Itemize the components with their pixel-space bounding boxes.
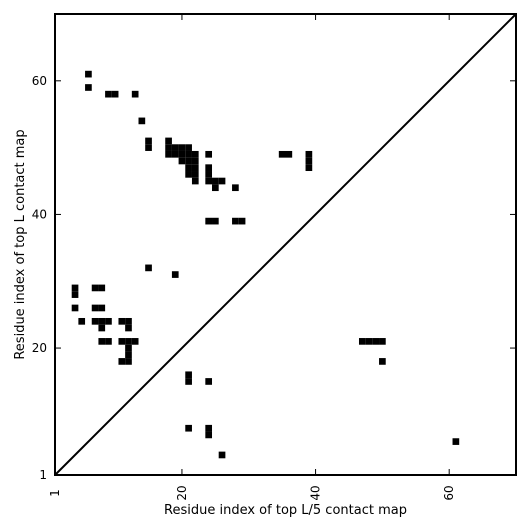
- contact-point: [125, 344, 132, 352]
- contact-point: [71, 291, 79, 298]
- y-tick-label: 40: [32, 207, 47, 221]
- contact-point: [98, 304, 106, 312]
- contact-point: [379, 358, 386, 365]
- contact-point: [178, 150, 186, 158]
- contact-point: [185, 150, 192, 158]
- contact-point: [305, 164, 313, 172]
- contact-point: [185, 164, 192, 172]
- contact-point: [98, 324, 106, 332]
- x-axis-label: Residue index of top L/5 contact map: [164, 503, 407, 518]
- contact-point: [111, 90, 119, 98]
- contact-point: [191, 164, 199, 172]
- plot-frame: [54, 13, 517, 476]
- contact-point: [91, 284, 99, 292]
- contact-point: [212, 184, 219, 192]
- contact-point: [105, 317, 112, 325]
- contact-point: [191, 171, 199, 178]
- y-axis-ticks: 1 20 40 60: [32, 74, 516, 482]
- contact-point: [305, 150, 313, 158]
- contact-point: [185, 371, 192, 379]
- y-tick-label: 1: [39, 468, 47, 482]
- contact-point: [165, 150, 172, 158]
- contact-point: [191, 177, 199, 185]
- contact-point: [205, 378, 213, 385]
- contact-point: [138, 117, 146, 125]
- contact-point: [145, 144, 152, 151]
- contact-point: [218, 451, 226, 459]
- contact-point: [171, 150, 179, 158]
- contact-point: [118, 338, 126, 345]
- contact-point: [125, 324, 132, 332]
- contact-point: [185, 378, 192, 385]
- contact-point: [232, 217, 239, 225]
- contact-point: [205, 424, 213, 432]
- contact-point: [105, 90, 112, 98]
- contact-point: [205, 171, 213, 178]
- contact-point: [171, 144, 179, 151]
- contact-point: [91, 304, 99, 312]
- contact-point: [125, 338, 132, 345]
- contact-point: [118, 317, 126, 325]
- contact-point: [78, 317, 86, 325]
- contact-point: [452, 438, 460, 445]
- contact-point: [125, 351, 132, 359]
- x-tick-label: 1: [48, 489, 62, 497]
- contact-point: [205, 164, 213, 172]
- contact-point: [238, 217, 246, 225]
- contact-point: [165, 137, 172, 145]
- contact-point: [205, 177, 213, 185]
- contact-point: [71, 304, 79, 312]
- contact-point: [98, 317, 106, 325]
- y-tick-label: 20: [32, 341, 47, 355]
- contact-point: [278, 150, 286, 158]
- contact-point: [145, 137, 152, 145]
- contact-markers: [71, 70, 460, 459]
- contact-point: [165, 144, 172, 151]
- diagonal-line: [54, 13, 517, 476]
- contact-point: [131, 338, 139, 345]
- contact-point: [372, 338, 380, 345]
- contact-point: [185, 424, 192, 432]
- contact-point: [178, 144, 186, 151]
- contact-point: [205, 431, 213, 439]
- contact-point: [232, 184, 239, 192]
- contact-point: [85, 70, 92, 78]
- contact-point: [218, 177, 226, 185]
- y-axis-label: Residue index of top L contact map: [13, 129, 28, 359]
- contact-point: [85, 84, 92, 91]
- contact-point: [98, 284, 106, 292]
- contact-point: [212, 217, 219, 225]
- contact-point: [145, 264, 152, 272]
- x-axis-ticks: 1 20 40 60: [48, 14, 456, 501]
- contact-point: [305, 157, 313, 165]
- contact-point: [98, 338, 106, 345]
- contact-point: [71, 284, 79, 292]
- contact-point: [212, 177, 219, 185]
- x-tick-label: 20: [175, 485, 189, 500]
- contact-point: [171, 271, 179, 278]
- contact-point: [118, 358, 126, 365]
- x-tick-label: 40: [309, 485, 323, 500]
- contact-point: [125, 317, 132, 325]
- contact-point: [105, 338, 112, 345]
- contact-point: [205, 217, 213, 225]
- contact-point: [125, 358, 132, 365]
- contact-point: [365, 338, 373, 345]
- contact-point: [191, 150, 199, 158]
- contact-point: [285, 150, 293, 158]
- contact-point: [358, 338, 366, 345]
- contact-point: [185, 157, 192, 165]
- contact-point: [379, 338, 386, 345]
- contact-point: [131, 90, 139, 98]
- contact-point: [178, 157, 186, 165]
- contact-point: [185, 171, 192, 178]
- x-tick-label: 60: [442, 485, 456, 500]
- contact-point: [205, 150, 213, 158]
- contact-point: [91, 317, 99, 325]
- contact-point: [191, 157, 199, 165]
- y-tick-label: 60: [32, 74, 47, 88]
- contact-point: [185, 144, 192, 151]
